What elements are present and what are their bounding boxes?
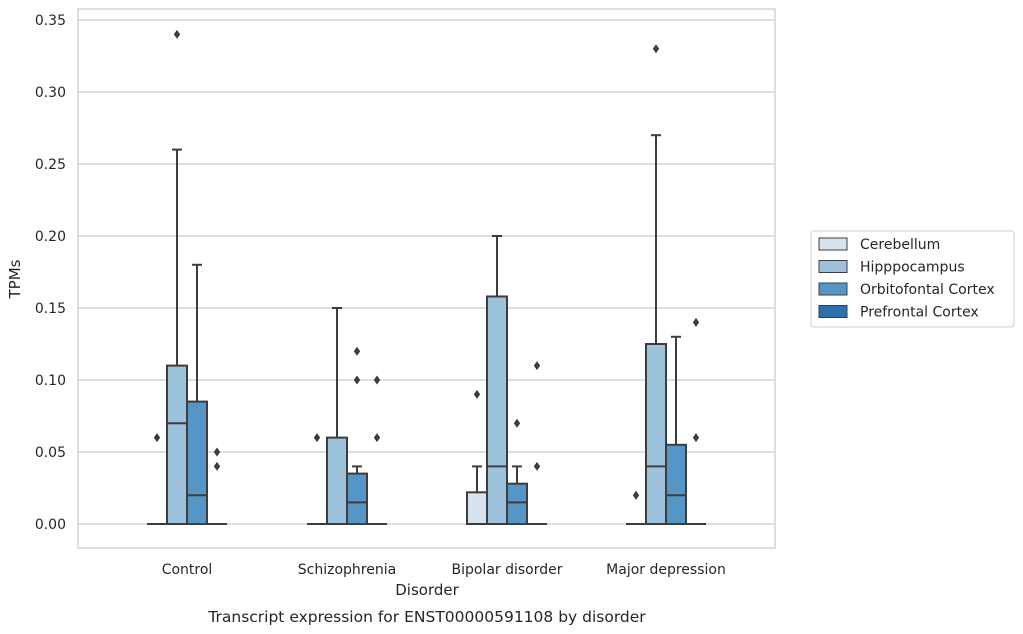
chart-caption: Transcript expression for ENST0000059110… [207, 608, 646, 626]
y-tick-label: 0.35 [35, 13, 66, 29]
box-hipppocampus [326, 307, 348, 526]
outlier-point [533, 361, 541, 371]
box-body [645, 343, 667, 525]
box-cerebellum [626, 490, 646, 525]
legend-swatch [818, 260, 848, 273]
x-tick-label: Bipolar disorder [451, 562, 562, 578]
box-body [326, 436, 348, 526]
box-body [665, 443, 687, 525]
legend-label: Orbitofontal Cortex [860, 282, 995, 298]
outlier-point [652, 44, 660, 54]
outlier-point [692, 317, 700, 327]
x-tick-label: Schizophrenia [298, 562, 396, 578]
outlier-point [353, 375, 361, 385]
box-prefrontal-cortex [527, 361, 547, 525]
y-tick-label: 0.20 [35, 229, 66, 245]
legend-swatch [818, 305, 848, 318]
x-axis-ticks: Control Schizophrenia Bipolar disorder Majo… [162, 562, 726, 578]
outlier-point [353, 346, 361, 356]
y-axis-ticks: 0.00 0.05 0.10 0.15 0.20 0.25 0.30 0.35 [35, 13, 66, 533]
legend-swatch [818, 237, 848, 251]
box-prefrontal-cortex [686, 317, 706, 525]
y-tick-label: 0.25 [35, 157, 66, 173]
box-body [166, 364, 188, 525]
box-hipppocampus [486, 235, 508, 526]
outlier-point [213, 461, 221, 471]
outlier-point [373, 433, 381, 443]
box-body [486, 295, 508, 526]
box-orbitofontal-cortex [346, 346, 368, 526]
outlier-point [513, 418, 521, 428]
legend-label: Hipppocampus [860, 260, 965, 276]
outlier-point [153, 433, 161, 443]
x-tick-label: Major depression [606, 562, 726, 578]
box-body [186, 400, 208, 526]
legend-swatch [818, 282, 848, 296]
box-body [346, 472, 368, 526]
legend-frame [810, 230, 1015, 328]
outlier-point [692, 433, 700, 443]
outlier-point [373, 375, 381, 385]
box-body [466, 491, 488, 526]
box-orbitofontal-cortex [186, 263, 208, 526]
box-prefrontal-cortex [207, 447, 227, 525]
box-orbitofontal-cortex [665, 335, 687, 525]
box-cerebellum [147, 433, 167, 525]
box-cerebellum [307, 433, 327, 525]
x-tick-label: Control [162, 562, 213, 578]
outlier-point [533, 461, 541, 471]
box-groups [147, 29, 706, 526]
y-tick-label: 0.00 [35, 517, 66, 533]
legend-label: Cerebellum [860, 237, 940, 253]
x-axis-title: Disorder [395, 581, 459, 599]
plot-frame [77, 8, 776, 549]
y-tick-label: 0.15 [35, 301, 66, 317]
box-cerebellum [466, 389, 488, 526]
y-tick-label: 0.30 [35, 85, 66, 101]
outlier-point [213, 447, 221, 457]
box-orbitofontal-cortex [506, 418, 528, 525]
box-prefrontal-cortex [367, 375, 387, 525]
legend: Cerebellum Hipppocampus Orbitofontal Corte… [810, 230, 1015, 328]
outlier-point [313, 433, 321, 443]
y-tick-label: 0.10 [35, 373, 66, 389]
box-body [506, 482, 528, 525]
outlier-point [473, 389, 481, 399]
y-axis-title: TPMs [6, 259, 24, 299]
box-hipppocampus [645, 44, 667, 525]
outlier-point [632, 490, 640, 500]
legend-label: Prefrontal Cortex [860, 305, 979, 321]
box-hipppocampus [166, 29, 188, 525]
y-tick-label: 0.05 [35, 445, 66, 461]
outlier-point [173, 29, 181, 39]
